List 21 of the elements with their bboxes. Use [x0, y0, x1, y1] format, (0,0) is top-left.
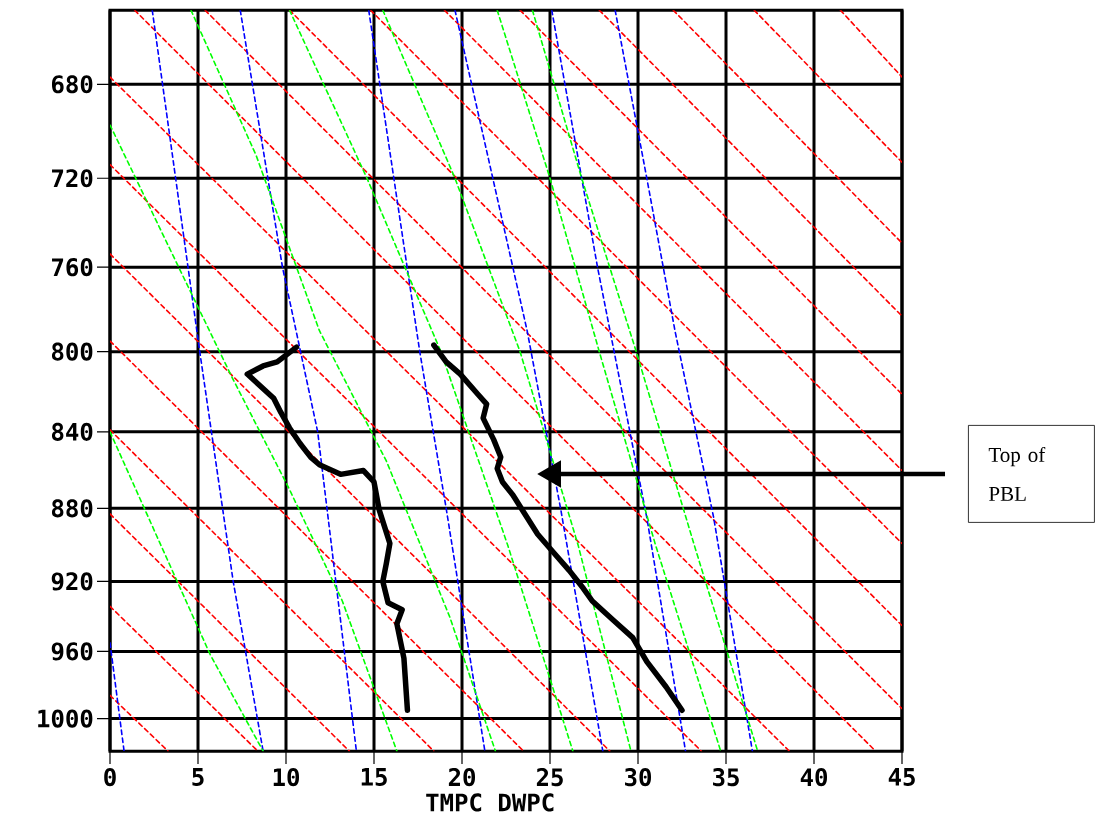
y-tick-label: 960 — [51, 642, 93, 661]
x-tick-label: 30 — [625, 768, 652, 787]
x-tick-label: 15 — [361, 768, 387, 786]
x-tick-label: 0 — [104, 768, 116, 787]
y-tick-label: 920 — [51, 572, 93, 591]
y-tick-label: 800 — [51, 342, 93, 361]
x-tick-label: 5 — [192, 768, 204, 786]
y-tick-label: 840 — [51, 422, 93, 441]
text: Top of PBL — [988, 446, 1046, 501]
y-tick-label: 720 — [52, 169, 93, 188]
x-tick-label: 35 — [713, 768, 739, 787]
y-tick-label: 760 — [52, 258, 93, 277]
y-tick-label: 1000 — [38, 709, 93, 728]
y-tick-label: 680 — [51, 75, 93, 94]
y-tick-label: 880 — [51, 499, 93, 518]
x-axis-title: TMPC DWPC — [426, 793, 554, 812]
x-tick-label: 45 — [888, 768, 915, 786]
x-tick-label: 20 — [448, 768, 476, 787]
x-tick-label: 10 — [273, 768, 300, 787]
x-tick-label: 25 — [536, 768, 563, 787]
x-tick-label: 40 — [800, 768, 828, 787]
